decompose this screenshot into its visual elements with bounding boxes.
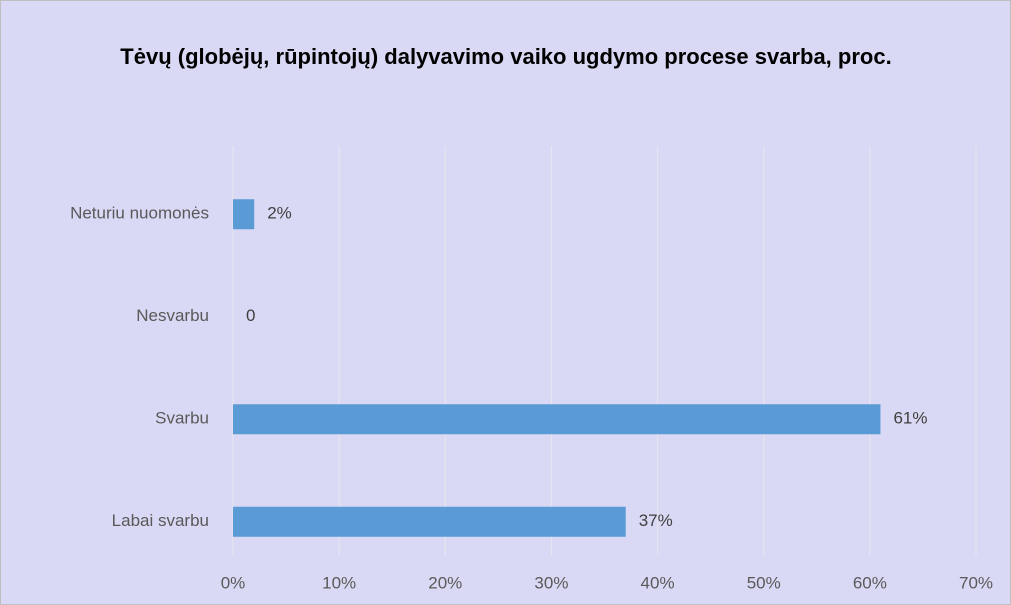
x-tick-label: 50% bbox=[747, 573, 781, 592]
y-tick-label: Labai svarbu bbox=[112, 511, 209, 530]
bar bbox=[233, 404, 881, 435]
chart-title: Tėvų (globėjų, rūpintojų) dalyvavimo vai… bbox=[120, 44, 892, 69]
y-tick-label: Nesvarbu bbox=[136, 306, 209, 325]
data-label: 61% bbox=[893, 409, 927, 428]
x-tick-label: 60% bbox=[853, 573, 887, 592]
bar bbox=[233, 199, 255, 230]
data-label: 37% bbox=[639, 511, 673, 530]
y-tick-label: Svarbu bbox=[155, 409, 209, 428]
x-tick-label: 20% bbox=[428, 573, 462, 592]
x-tick-label: 10% bbox=[322, 573, 356, 592]
x-tick-label: 40% bbox=[641, 573, 675, 592]
x-tick-label: 0% bbox=[221, 573, 246, 592]
data-label: 0 bbox=[246, 306, 255, 325]
data-label: 2% bbox=[267, 204, 292, 223]
x-tick-label: 30% bbox=[534, 573, 568, 592]
bar bbox=[233, 506, 626, 537]
x-tick-label: 70% bbox=[959, 573, 993, 592]
y-tick-label: Neturiu nuomonės bbox=[70, 204, 209, 223]
